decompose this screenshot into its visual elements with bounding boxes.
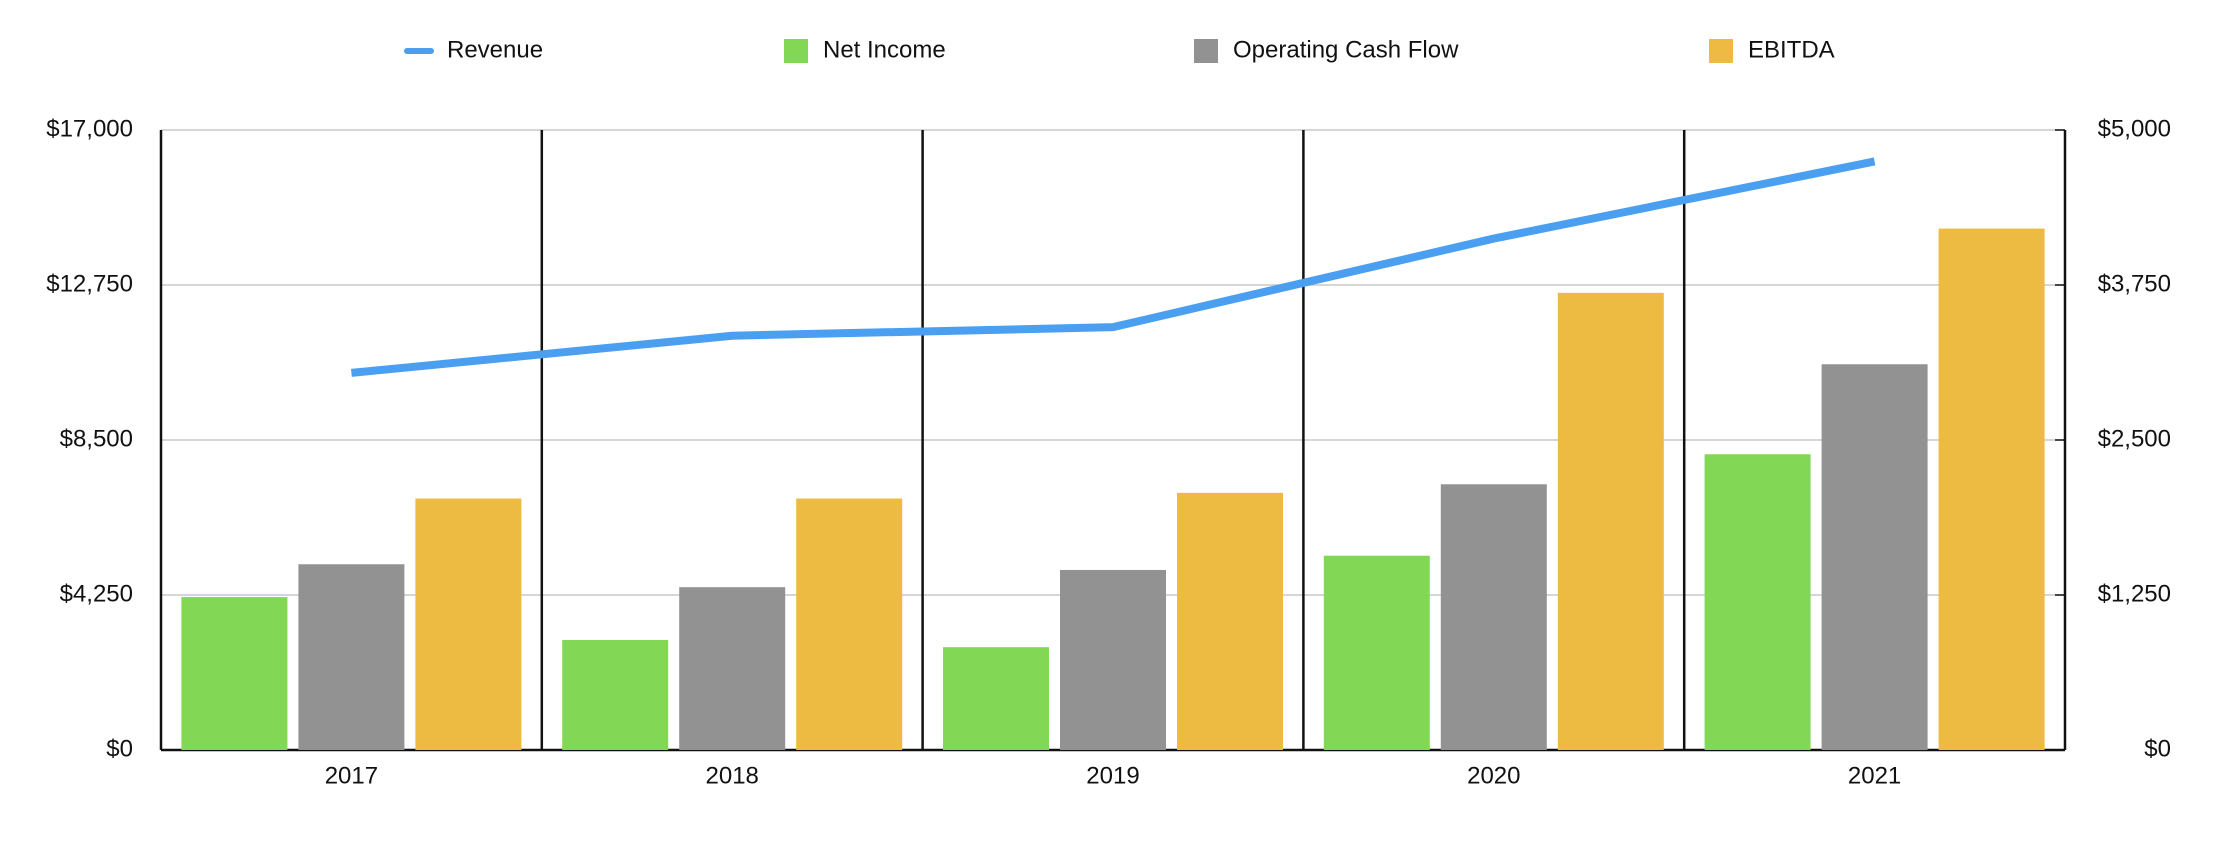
legend-swatch [784, 39, 808, 63]
legend-swatch [1709, 39, 1733, 63]
bar [1323, 555, 1430, 750]
y-tick-label: $17,000 [46, 115, 133, 142]
bar [1557, 292, 1664, 750]
y-tick-label: $0 [106, 735, 133, 762]
legend-label: Revenue [447, 36, 543, 63]
legend-label: Operating Cash Flow [1233, 36, 1459, 63]
legend-label: Net Income [823, 36, 946, 63]
y2-tick-label: $5,000 [2098, 115, 2171, 142]
y-tick-label: $8,500 [60, 425, 133, 452]
line [351, 157, 1876, 377]
bar [1060, 569, 1166, 750]
x-tick-label: 2017 [325, 762, 378, 789]
bar [679, 587, 786, 750]
bar [415, 498, 522, 750]
bar [562, 640, 669, 750]
x-tick-label: 2021 [1848, 762, 1901, 789]
bar [1177, 492, 1283, 750]
y2-tick-label: $0 [2144, 735, 2171, 762]
y-tick-label: $4,250 [60, 580, 133, 607]
x-tick-label: 2020 [1467, 762, 1520, 789]
legend-label: EBITDA [1748, 36, 1835, 63]
bar [1938, 228, 2045, 750]
y2-tick-label: $3,750 [2098, 270, 2171, 297]
y2-tick-label: $1,250 [2098, 580, 2171, 607]
bar [1704, 454, 1811, 750]
y2-tick-label: $2,500 [2098, 425, 2171, 452]
bar [796, 498, 903, 750]
y-tick-label: $12,750 [46, 270, 133, 297]
legend-swatch [1194, 39, 1218, 63]
bar [181, 597, 288, 750]
x-tick-label: 2019 [1086, 762, 1139, 789]
bar [298, 564, 405, 750]
x-tick-label: 2018 [706, 762, 759, 789]
bar [1440, 484, 1547, 750]
bar [943, 647, 1049, 750]
bar [1821, 364, 1928, 750]
